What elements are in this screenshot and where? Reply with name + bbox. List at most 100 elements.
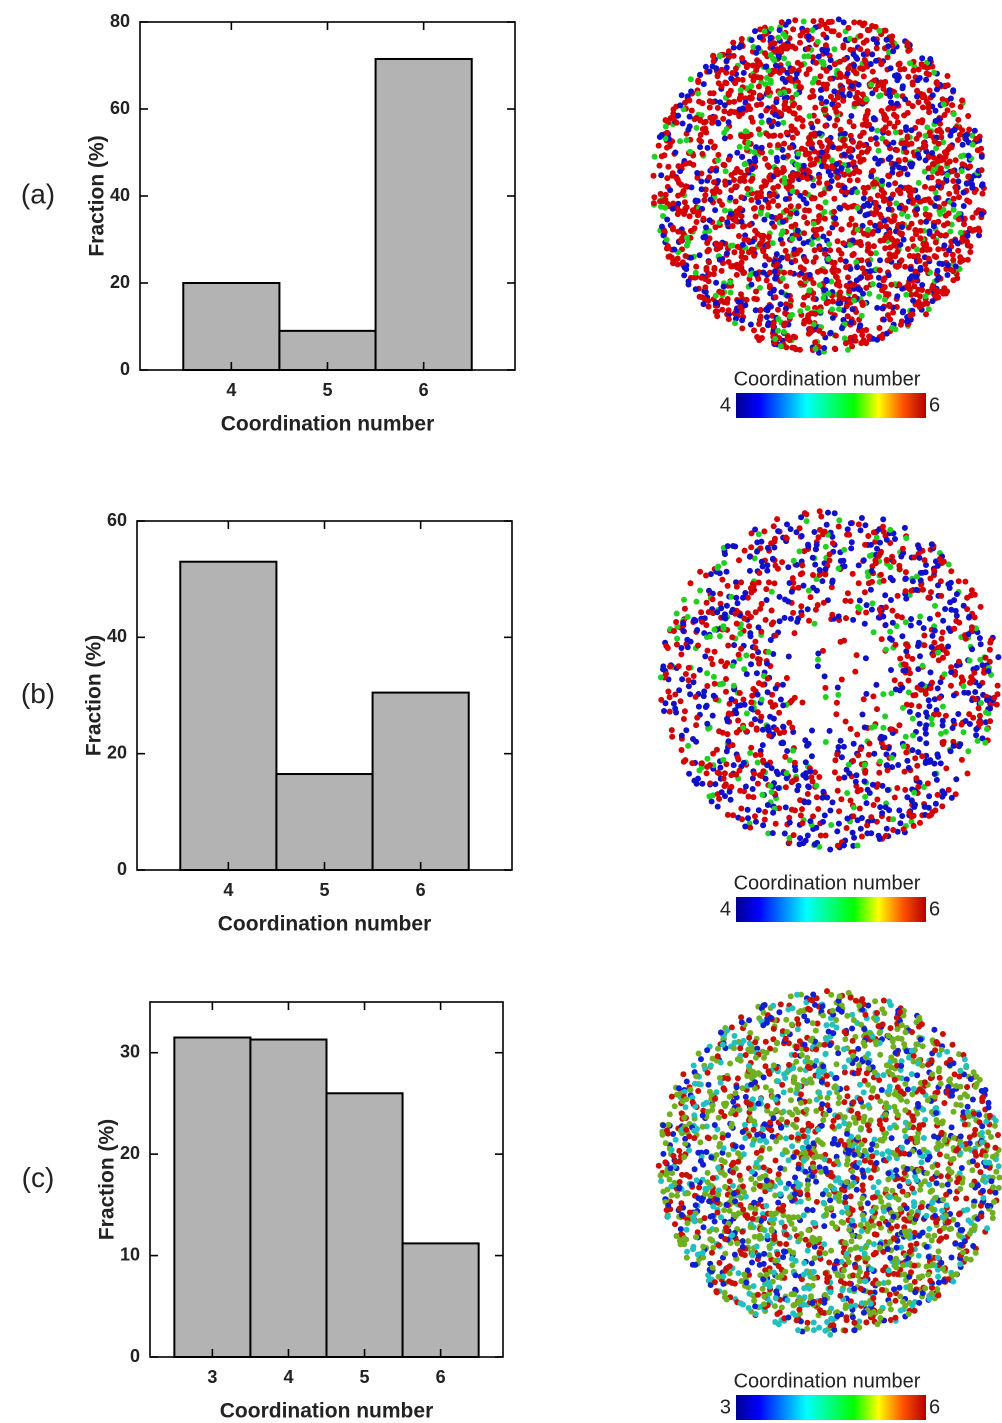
atom (738, 194, 744, 200)
atom (714, 747, 720, 753)
atom (704, 721, 710, 727)
atom (778, 697, 784, 703)
atom (709, 120, 715, 126)
atom (967, 721, 973, 727)
atom (955, 137, 961, 143)
atom (933, 108, 939, 114)
atom (777, 618, 783, 624)
atom (768, 149, 774, 155)
atom (890, 577, 896, 583)
atom (862, 621, 868, 627)
atom (768, 26, 774, 32)
atom (899, 224, 905, 230)
atom (900, 308, 906, 314)
atom (751, 149, 757, 155)
atom (935, 563, 941, 569)
atom (937, 1151, 943, 1157)
atom (809, 1260, 815, 1266)
atom (663, 124, 669, 130)
atom (669, 727, 675, 733)
atom (762, 28, 768, 34)
atom (941, 101, 947, 107)
atom (840, 98, 846, 104)
atom (731, 762, 737, 768)
atom (965, 257, 971, 263)
atom (969, 1167, 975, 1173)
atom (767, 142, 773, 148)
atom (928, 199, 934, 205)
atom (815, 657, 821, 663)
atom (801, 583, 807, 589)
atom (840, 42, 846, 48)
atom (921, 633, 927, 639)
atom (827, 847, 833, 853)
atom (664, 130, 670, 136)
atom (739, 154, 745, 160)
atom (945, 73, 951, 79)
x-axis-label: Coordination number (220, 1400, 434, 1423)
atom (673, 710, 679, 716)
atom (938, 731, 944, 737)
atom (773, 294, 779, 300)
atom (854, 264, 860, 270)
atom (940, 718, 946, 724)
atom (710, 661, 716, 667)
atom (775, 35, 781, 41)
atom (894, 785, 900, 791)
atom (749, 176, 755, 182)
atom (890, 827, 896, 833)
y-tick-label: 40 (110, 185, 130, 205)
atom (848, 1193, 854, 1199)
atom (823, 694, 829, 700)
atom (810, 183, 816, 189)
atom (793, 91, 799, 97)
atom (782, 99, 788, 105)
atom (683, 727, 689, 733)
atom (756, 680, 762, 686)
atom (779, 289, 785, 295)
atom (717, 257, 723, 263)
atom (790, 44, 796, 50)
atom (841, 1099, 847, 1105)
atom (858, 826, 864, 832)
atom (894, 238, 900, 244)
atom (889, 755, 895, 761)
atom (742, 237, 748, 243)
atom (958, 104, 964, 110)
atom (663, 117, 669, 123)
atom (765, 307, 771, 313)
atom (833, 333, 839, 339)
atom (956, 659, 962, 665)
atom (788, 616, 794, 622)
atom (755, 692, 761, 698)
atom (787, 145, 793, 151)
atom (945, 272, 951, 278)
atom (725, 643, 731, 649)
atom (699, 619, 705, 625)
atom (914, 246, 920, 252)
atom (862, 270, 868, 276)
atom (699, 781, 705, 787)
atom (702, 192, 708, 198)
atom (916, 67, 922, 73)
atom (898, 170, 904, 176)
atom (667, 709, 673, 715)
atom (943, 213, 949, 219)
atom (947, 133, 953, 139)
atom (741, 70, 747, 76)
atom (789, 236, 795, 242)
atom (806, 784, 812, 790)
atom (783, 79, 789, 85)
atom (820, 789, 826, 795)
atom (722, 663, 728, 669)
atom (791, 558, 797, 564)
atom (792, 1226, 798, 1232)
atom (917, 820, 923, 826)
atom (765, 545, 771, 551)
atom (935, 792, 941, 798)
atom (852, 101, 858, 107)
atom (959, 722, 965, 728)
atom (907, 161, 913, 167)
atom (890, 192, 896, 198)
atom (748, 197, 754, 203)
